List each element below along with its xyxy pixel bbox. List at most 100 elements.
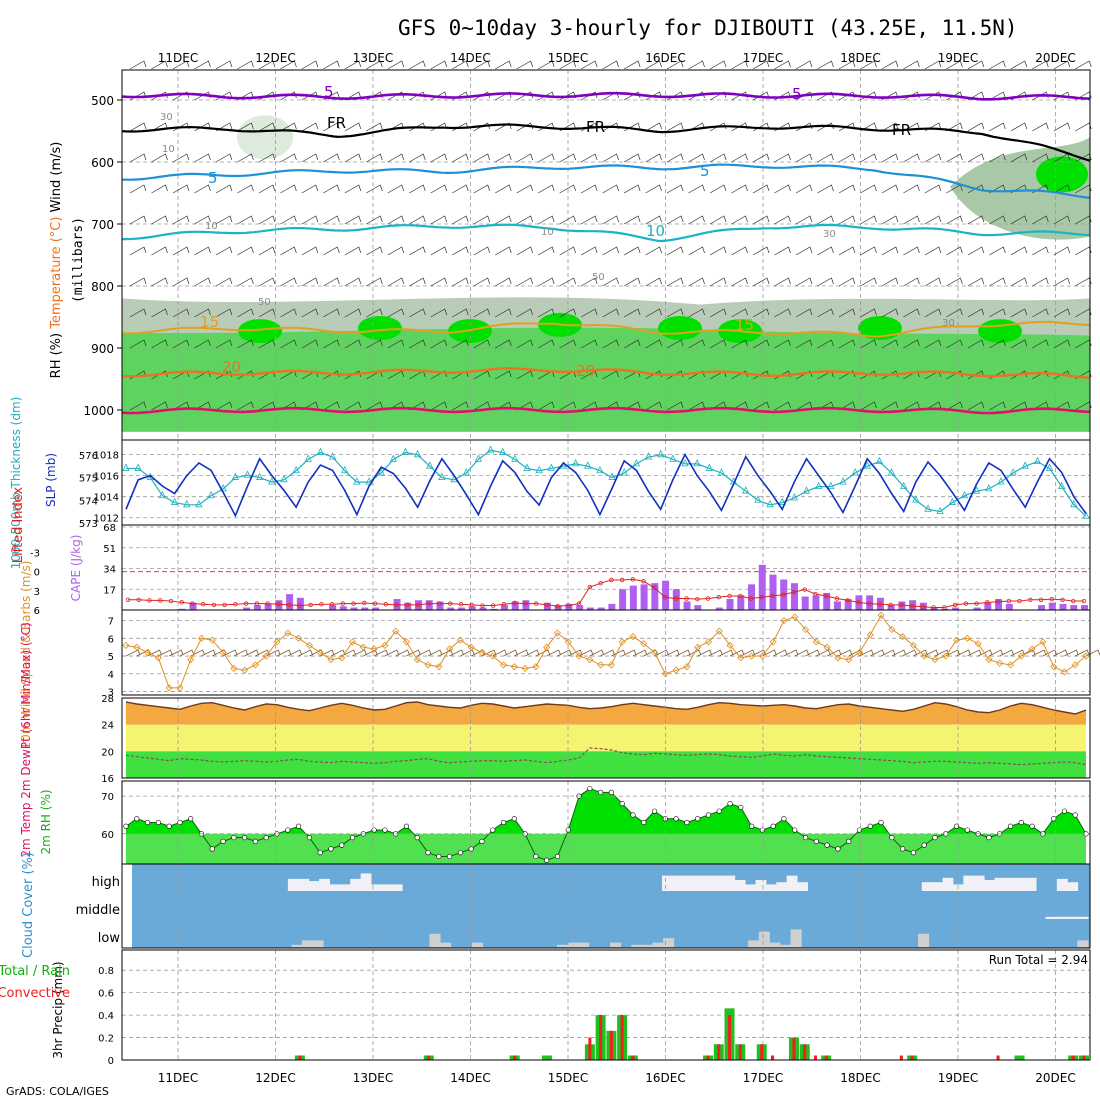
cloud-high-bar <box>994 877 1006 891</box>
wind-barb-10m <box>783 649 799 657</box>
wind-barb <box>838 153 856 163</box>
wind-barb <box>924 60 942 70</box>
wind-speed-marker <box>467 643 475 651</box>
wind-barb <box>580 339 598 349</box>
cloud-high-bar <box>360 873 372 891</box>
precip-convective-bar <box>631 1055 635 1060</box>
cloud-middle-bar <box>1077 916 1089 919</box>
wind-barb <box>817 91 834 101</box>
wind-barb <box>430 184 448 194</box>
wind-barb-10m <box>654 649 669 657</box>
cloud-high-bar <box>1015 877 1027 891</box>
wind-barb <box>709 184 727 194</box>
li-line <box>128 578 1084 608</box>
wind-barb <box>323 277 340 287</box>
wind-barb-10m <box>179 649 195 657</box>
thickness-marker <box>839 477 847 485</box>
cape-bar <box>178 608 186 610</box>
wind-barb-10m <box>622 649 637 657</box>
wind-barb <box>924 215 942 225</box>
wind-barb <box>838 246 856 256</box>
wind-barb <box>731 401 748 411</box>
contour-label: 15 <box>735 316 754 334</box>
wind-barb <box>430 60 448 70</box>
bottom-date-label: 15DEC <box>548 1071 588 1085</box>
wind-barb <box>323 339 340 349</box>
wind-barb <box>430 277 448 287</box>
wind-barb <box>258 401 276 411</box>
li-marker <box>985 600 990 605</box>
precip-convective-bar <box>1071 1055 1075 1060</box>
wind-barb <box>1075 215 1092 225</box>
wind-barb <box>129 246 147 256</box>
precip-convective-bar <box>728 1015 732 1060</box>
wind-barb-10m <box>729 649 745 657</box>
rh-marker <box>1029 823 1035 829</box>
li-tick-label: 6 <box>34 606 40 617</box>
wind-barb <box>860 246 877 256</box>
rh-marker <box>328 846 334 852</box>
thickness-marker <box>535 465 543 474</box>
li-marker <box>802 587 807 592</box>
wind-barb <box>172 215 190 225</box>
wind-barb <box>903 401 920 411</box>
cape-bar <box>769 574 777 610</box>
wind-speed-marker <box>899 632 907 641</box>
wind-barb <box>1010 339 1028 349</box>
precip-total-legend: Total / Rain <box>0 964 70 979</box>
thickness-marker <box>851 468 859 476</box>
wind-barb <box>473 339 491 349</box>
wind-speed-marker <box>478 648 486 657</box>
wind-barb <box>903 184 920 194</box>
li-tick-label: 0 <box>34 568 40 579</box>
wind-barb <box>989 215 1006 225</box>
wind-barb <box>709 153 727 163</box>
wind-speed-marker <box>694 643 702 651</box>
wind-barb <box>452 215 469 225</box>
temp-line <box>125 701 1087 715</box>
thickness-marker <box>997 477 1005 485</box>
rh-marker <box>619 801 625 807</box>
wind-barb-10m <box>740 649 756 657</box>
wind-speed-marker <box>208 636 216 644</box>
li-marker <box>781 592 786 597</box>
thickness-marker <box>158 490 167 499</box>
precip-ylabel: 3hr Precip (mm) <box>51 961 65 1058</box>
rh-marker <box>587 785 593 792</box>
wind-barb <box>580 91 598 101</box>
wind-barb <box>645 153 662 163</box>
thickness-marker <box>268 477 276 485</box>
rh-marker <box>155 819 161 826</box>
wind-barb <box>623 215 641 225</box>
thickness-marker <box>827 481 835 490</box>
contour-label: 30 <box>942 318 955 329</box>
li-marker <box>491 603 496 608</box>
wind-barb <box>709 215 727 225</box>
wind-barb-10m <box>546 649 562 657</box>
wind-barb <box>194 184 211 194</box>
wind-barb <box>237 246 254 256</box>
wind-barb <box>645 308 662 318</box>
rh-marker <box>285 827 291 833</box>
li-marker <box>791 589 797 595</box>
wind-barb <box>881 277 899 287</box>
wind-barb <box>430 308 448 318</box>
wind-barb <box>709 246 727 256</box>
precip-convective-bar <box>770 1055 774 1060</box>
wind-barb <box>774 277 791 287</box>
wind-barb <box>172 184 190 194</box>
cape-bar <box>984 602 992 610</box>
wind-barb <box>881 153 899 163</box>
cape-bar <box>683 601 691 610</box>
wind-speed-marker <box>748 652 756 660</box>
wind-barb <box>602 153 619 163</box>
cape-bar <box>823 592 831 610</box>
thickness-marker <box>304 454 312 462</box>
wind-barb <box>516 401 534 411</box>
li-marker <box>630 577 636 582</box>
wind-barb <box>752 246 770 256</box>
wind-speed-marker <box>1060 668 1068 676</box>
contour-label: 5 <box>792 85 802 103</box>
cape-bar <box>511 601 519 610</box>
li-marker <box>147 598 152 603</box>
